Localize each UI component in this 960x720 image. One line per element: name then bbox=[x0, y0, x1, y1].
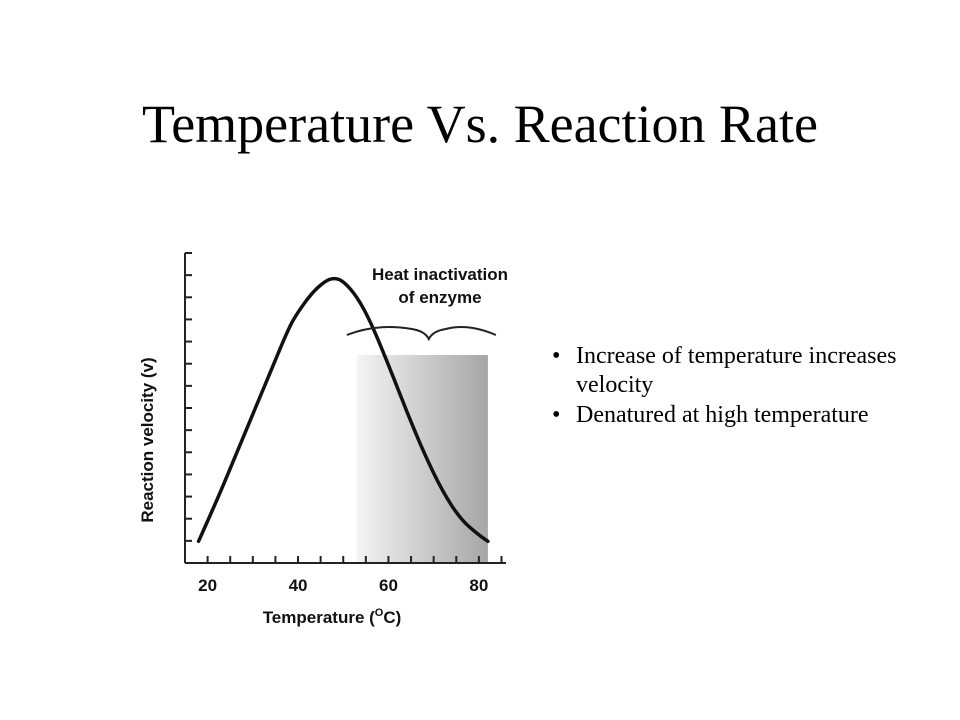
x-tick-label: 20 bbox=[198, 576, 217, 595]
bullet-list: Increase of temperature increases veloci… bbox=[552, 342, 952, 431]
annotation-brace bbox=[346, 326, 497, 342]
x-axis-label-suffix: C) bbox=[383, 608, 401, 627]
x-axis-label-superscript: O bbox=[375, 607, 384, 619]
heat-inactivation-region bbox=[356, 355, 488, 563]
x-tick-label: 40 bbox=[289, 576, 308, 595]
x-tick-label: 80 bbox=[469, 576, 488, 595]
x-axis-label: Temperature (OC) bbox=[263, 607, 402, 627]
temperature-velocity-chart: 20 40 60 80 Heat inactivation of enzyme Rea… bbox=[138, 252, 508, 627]
annotation-line-2: of enzyme bbox=[398, 288, 481, 307]
slide-title: Temperature Vs. Reaction Rate bbox=[142, 94, 818, 154]
annotation-line-1: Heat inactivation bbox=[372, 265, 508, 284]
bullet-item: Increase of temperature increases veloci… bbox=[552, 342, 952, 400]
velocity-curve bbox=[196, 276, 490, 544]
x-tick-label: 60 bbox=[379, 576, 398, 595]
y-axis-label: Reaction velocity (v) bbox=[138, 357, 157, 522]
x-axis-label-main: Temperature ( bbox=[263, 608, 375, 627]
bullet-item: Denatured at high temperature bbox=[552, 401, 952, 430]
